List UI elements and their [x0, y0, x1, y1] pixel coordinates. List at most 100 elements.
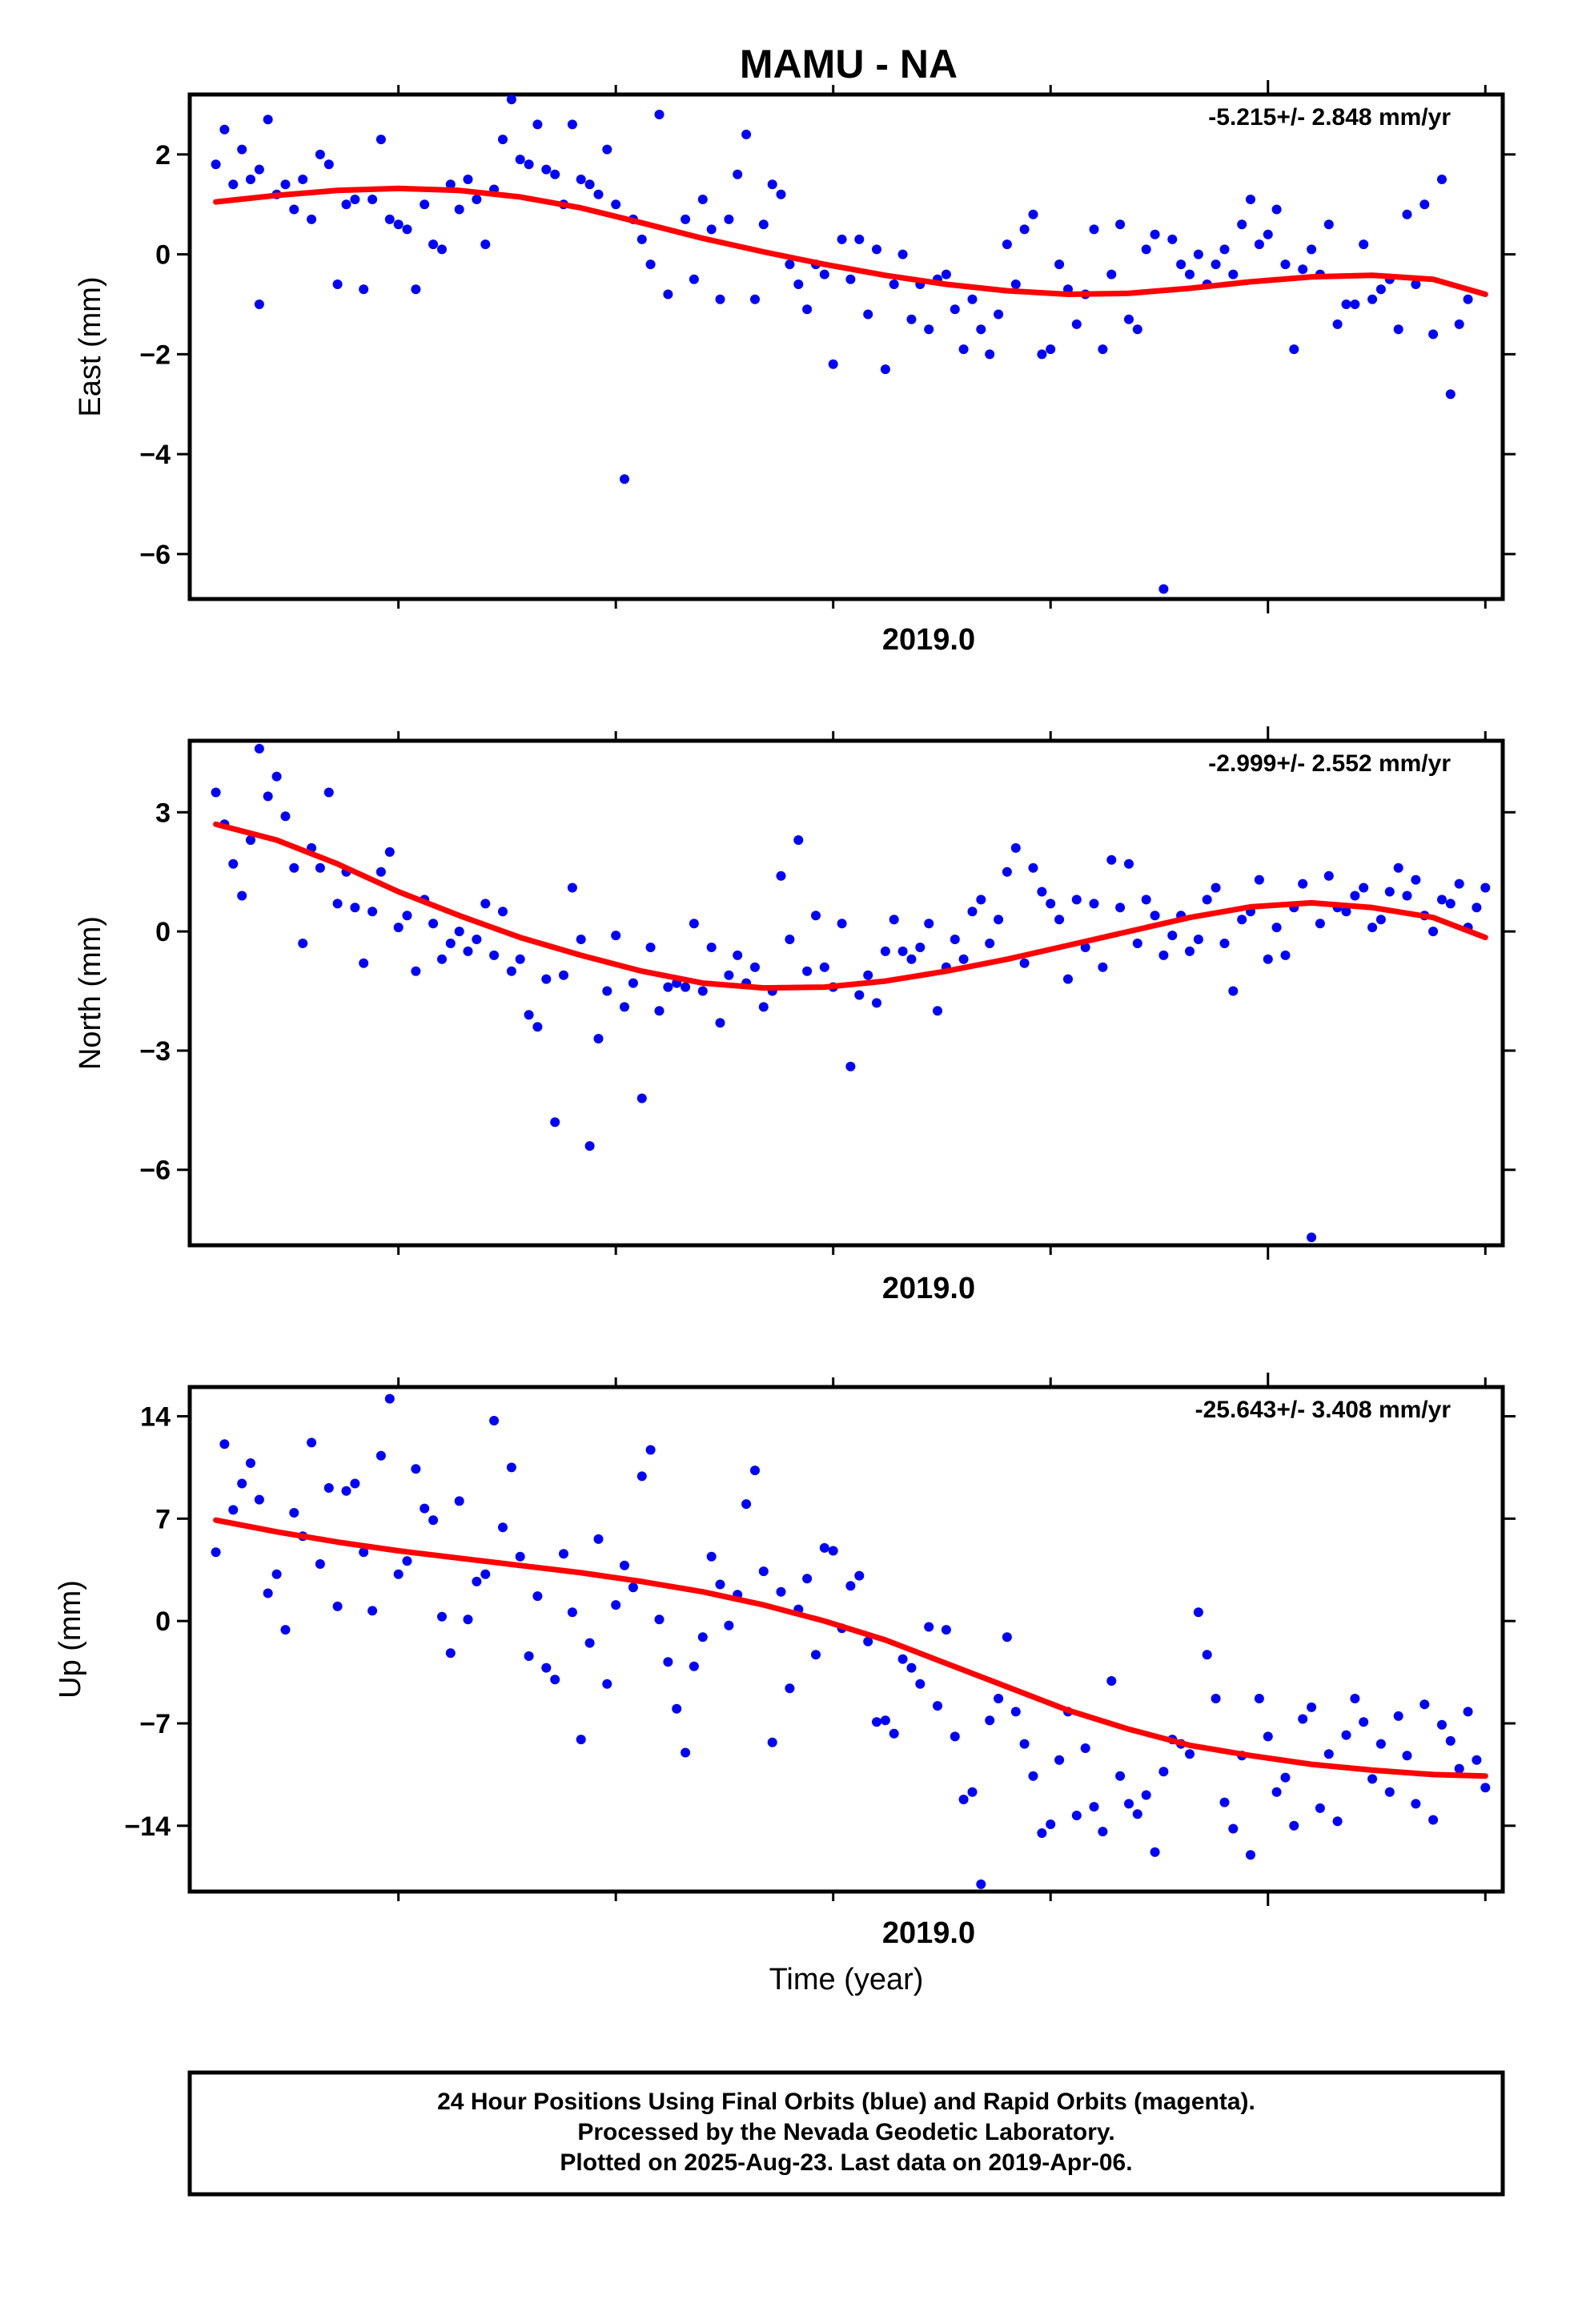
up-data-point: [611, 1600, 621, 1610]
up-y-axis-label: Up (mm): [54, 1580, 87, 1699]
east-data-point: [1445, 389, 1456, 400]
east-y-tick-label: 2: [155, 140, 171, 171]
up-data-point: [880, 1715, 890, 1726]
north-data-point: [1393, 862, 1403, 873]
north-data-point: [550, 1117, 560, 1128]
north-data-point: [1445, 899, 1456, 909]
up-data-point: [1367, 1774, 1378, 1784]
up-data-point: [663, 1657, 673, 1667]
east-data-point: [1228, 269, 1239, 279]
north-data-point: [1237, 915, 1247, 925]
north-data-point: [1402, 891, 1412, 901]
up-data-point: [480, 1569, 491, 1579]
up-data-point: [602, 1679, 612, 1689]
east-data-point: [420, 199, 430, 210]
east-data-point: [663, 289, 673, 300]
up-data-point: [1263, 1731, 1273, 1742]
east-data-point: [1098, 344, 1108, 355]
north-data-point: [837, 919, 847, 929]
north-data-point: [1219, 939, 1230, 948]
north-data-point: [620, 1002, 629, 1012]
up-data-point: [1463, 1707, 1473, 1717]
north-data-point: [724, 970, 734, 980]
up-data-point: [1472, 1755, 1482, 1765]
east-data-point: [897, 249, 908, 259]
up-data-point: [307, 1437, 317, 1448]
up-data-point: [1098, 1827, 1108, 1837]
up-data-point: [1054, 1755, 1065, 1765]
up-data-point: [1323, 1749, 1334, 1759]
east-data-point: [1028, 209, 1038, 219]
up-data-point: [1402, 1751, 1412, 1761]
north-data-point: [384, 846, 395, 857]
east-data-point: [437, 244, 447, 255]
up-data-point: [323, 1483, 334, 1493]
north-data-point: [1271, 923, 1282, 933]
north-data-point: [758, 1002, 769, 1012]
north-data-point: [1428, 927, 1439, 937]
east-data-point: [1141, 244, 1151, 255]
north-y-tick-label: 3: [155, 798, 171, 828]
up-data-point: [758, 1566, 769, 1577]
north-data-point: [645, 943, 656, 952]
north-data-point: [1263, 954, 1273, 964]
up-data-point: [289, 1508, 299, 1518]
north-data-point: [1046, 899, 1056, 909]
east-data-point: [254, 164, 264, 175]
x-axis-label: Time (year): [769, 1963, 924, 1996]
up-data-point: [1132, 1809, 1142, 1819]
east-data-point: [654, 110, 665, 119]
north-data-point: [498, 907, 508, 917]
east-data-point: [1350, 300, 1360, 309]
up-data-point: [1019, 1739, 1030, 1749]
east-data-point: [228, 179, 239, 190]
up-data-point: [697, 1632, 708, 1642]
up-data-point: [375, 1450, 386, 1461]
north-data-point: [854, 990, 865, 1000]
east-data-point: [515, 155, 525, 165]
up-data-point: [620, 1560, 629, 1570]
north-data-point: [793, 835, 804, 845]
up-data-point: [559, 1549, 568, 1559]
up-data-point: [445, 1648, 456, 1659]
up-y-tick-label: 0: [155, 1606, 171, 1637]
east-data-point: [837, 234, 847, 244]
east-data-point: [411, 284, 421, 295]
east-data-point: [863, 309, 873, 320]
up-data-point: [681, 1747, 691, 1758]
east-data-point: [1185, 269, 1195, 279]
north-data-point: [1228, 986, 1239, 996]
east-rate-label: -5.215+/- 2.848 mm/yr: [1208, 104, 1451, 131]
up-data-point: [750, 1466, 760, 1476]
chart-title: MAMU - NA: [740, 42, 958, 86]
up-data-point: [254, 1494, 264, 1505]
footer-line-1: 24 Hour Positions Using Final Orbits (bl…: [437, 2089, 1255, 2115]
up-data-point: [994, 1694, 1004, 1703]
north-data-point: [611, 931, 621, 941]
north-data-point: [559, 970, 568, 980]
east-data-point: [1375, 284, 1386, 295]
east-data-point: [1071, 319, 1082, 329]
east-data-point: [1367, 294, 1378, 304]
east-data-point: [724, 214, 734, 224]
north-data-point: [628, 978, 638, 988]
east-data-point: [211, 159, 221, 170]
up-data-point: [1089, 1802, 1099, 1812]
up-data-point: [950, 1731, 960, 1742]
north-data-point: [402, 911, 412, 921]
north-data-point: [985, 939, 995, 948]
north-data-point: [411, 966, 421, 976]
up-data-point: [237, 1478, 247, 1489]
north-data-point: [1323, 870, 1334, 881]
north-data-point: [237, 891, 247, 901]
north-data-point: [750, 962, 760, 972]
up-data-point: [1046, 1819, 1056, 1829]
north-data-point: [1063, 974, 1073, 984]
east-data-point: [611, 199, 621, 210]
up-data-point: [393, 1569, 404, 1579]
east-data-point: [967, 294, 978, 304]
up-data-point: [1219, 1797, 1230, 1807]
up-data-point: [767, 1737, 777, 1747]
up-data-point: [1411, 1799, 1421, 1809]
north-data-point: [1211, 883, 1221, 893]
